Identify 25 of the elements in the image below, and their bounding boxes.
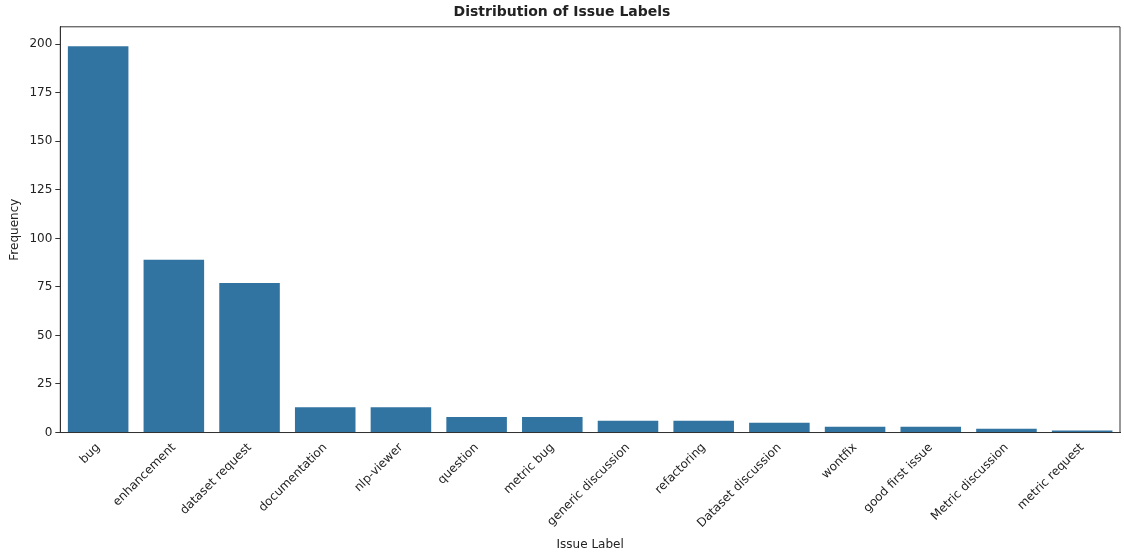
y-axis-title: Frequency bbox=[7, 198, 22, 261]
y-tick-label: 50 bbox=[37, 327, 53, 342]
y-tick-label: 175 bbox=[29, 84, 53, 99]
bar bbox=[143, 259, 205, 433]
bar bbox=[67, 46, 129, 433]
bar bbox=[824, 426, 886, 433]
bar bbox=[900, 426, 962, 433]
y-tick-label: 75 bbox=[37, 279, 53, 294]
bar bbox=[446, 416, 507, 433]
x-tick-label: bug bbox=[76, 440, 103, 467]
y-tick-label: 100 bbox=[29, 230, 53, 245]
bar bbox=[370, 407, 432, 433]
y-tick-label: 0 bbox=[44, 424, 53, 439]
y-tick-label: 150 bbox=[29, 133, 53, 148]
bar bbox=[219, 283, 280, 433]
y-tick-label: 200 bbox=[29, 36, 53, 51]
bar bbox=[749, 422, 810, 433]
bar bbox=[294, 407, 356, 433]
y-tick-label: 125 bbox=[29, 181, 53, 196]
x-axis-title: Issue Label bbox=[556, 536, 624, 551]
bar bbox=[673, 420, 734, 433]
bar bbox=[522, 416, 583, 433]
bar bbox=[597, 420, 659, 433]
chart-title: Distribution of Issue Labels bbox=[453, 3, 671, 20]
y-tick-label: 25 bbox=[37, 376, 53, 391]
